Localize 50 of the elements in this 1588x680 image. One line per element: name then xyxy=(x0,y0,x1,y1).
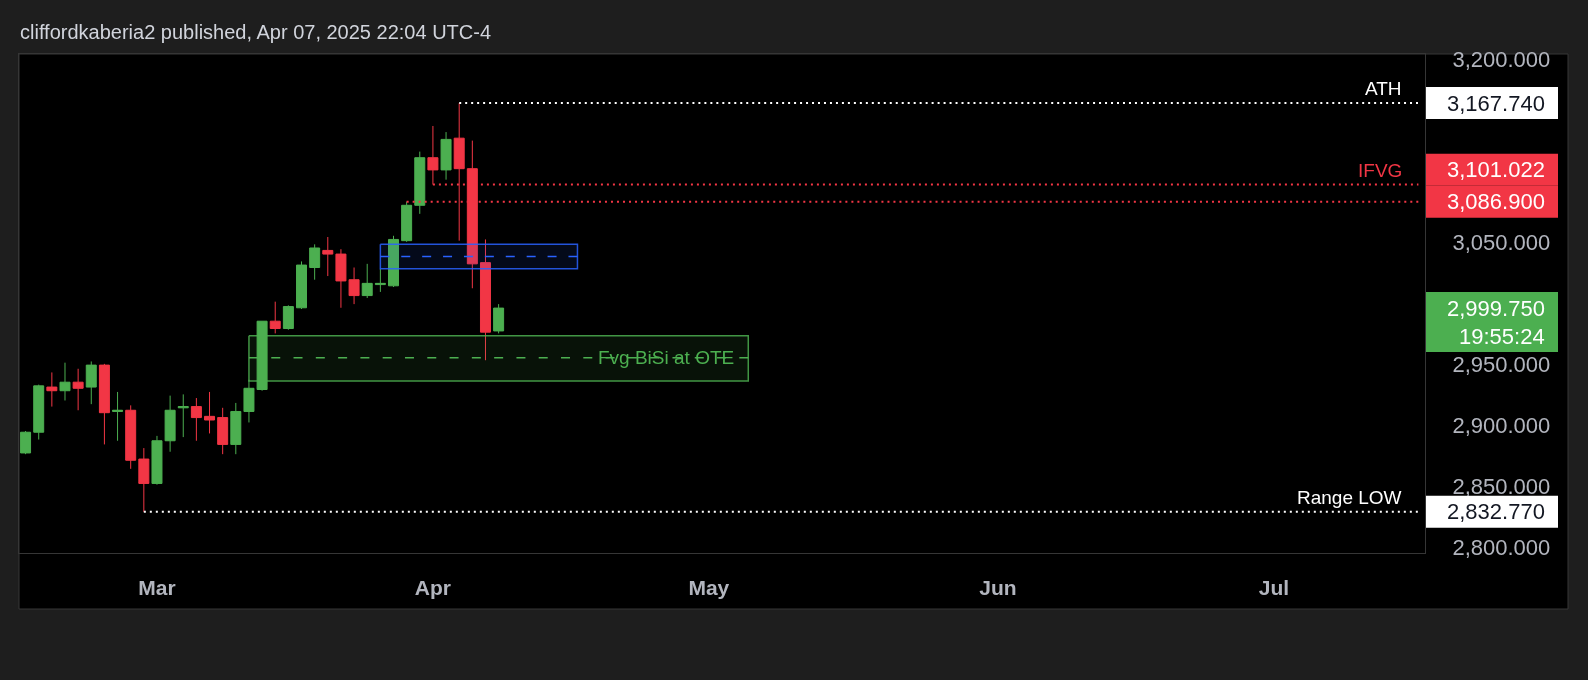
x-tick-label: Jun xyxy=(979,576,1017,600)
x-tick-label: May xyxy=(688,576,730,600)
x-tick-label: Mar xyxy=(138,576,176,600)
candlestick xyxy=(388,235,399,288)
y-tick-label: 2,950.000 xyxy=(1452,352,1551,378)
candlestick xyxy=(138,447,150,513)
candlestick xyxy=(322,236,334,277)
text: 19:55:24 xyxy=(1459,324,1545,349)
y-tick-label: 3,200.000 xyxy=(1452,47,1551,73)
candlestick xyxy=(59,362,71,401)
candlestick xyxy=(33,384,45,441)
series-label: Range LOW xyxy=(1297,487,1402,508)
candlestick xyxy=(98,363,110,445)
candlestick xyxy=(269,301,281,334)
x-tick-label: Apr xyxy=(414,576,452,600)
candlestick xyxy=(125,404,137,470)
candlestick xyxy=(401,201,413,243)
candlestick xyxy=(177,393,189,438)
candlestick xyxy=(72,368,84,411)
data-label: 3,167.740 xyxy=(1447,91,1545,116)
candlestick xyxy=(46,371,58,408)
chart-title: cliffordkaberia2 published, Apr 07, 2025 22:04 UTC-4 xyxy=(20,20,492,43)
y-tick-label: 2,900.000 xyxy=(1452,413,1551,439)
data-label: 3,086.900 xyxy=(1447,189,1545,214)
candlestick xyxy=(20,430,32,455)
candlestick xyxy=(296,260,308,310)
y-tick-label: 2,850.000 xyxy=(1452,474,1551,500)
y-tick-label: 2,800.000 xyxy=(1452,535,1551,561)
candlestick xyxy=(282,304,294,331)
data-label: 2,832.770 xyxy=(1447,499,1545,524)
candlestick xyxy=(230,402,242,455)
candlestick xyxy=(112,391,124,442)
y-tick-label: 3,050.000 xyxy=(1452,230,1551,256)
series-label: Fvg BiSi at OTE xyxy=(598,347,735,368)
candlestick xyxy=(361,263,373,299)
candlestick xyxy=(85,360,97,405)
candlestick xyxy=(217,407,229,455)
candlestick xyxy=(414,151,426,215)
candlestick xyxy=(374,268,386,293)
series-label: ATH xyxy=(1365,78,1402,99)
series-label: IFVG xyxy=(1358,160,1403,181)
candlestick xyxy=(440,131,452,181)
candlestick xyxy=(309,243,321,281)
candlestick xyxy=(204,391,216,434)
x-tick-label: Jul xyxy=(1258,576,1290,600)
candlestick xyxy=(479,238,491,361)
candlestick xyxy=(493,303,505,334)
candlestick xyxy=(190,397,202,442)
text: 2,999.750 xyxy=(1447,296,1545,321)
data-label: 3,101.022 xyxy=(1447,157,1545,182)
